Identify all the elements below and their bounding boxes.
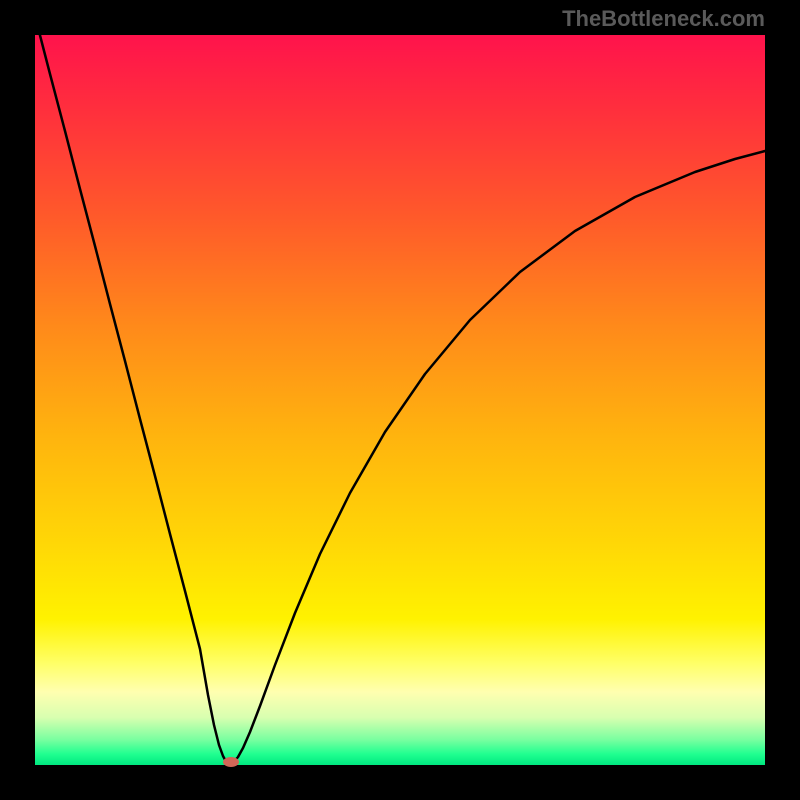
plot-area: [35, 35, 765, 765]
watermark-text: TheBottleneck.com: [562, 6, 765, 32]
chart-container: { "canvas": { "width": 800, "height": 80…: [0, 0, 800, 800]
